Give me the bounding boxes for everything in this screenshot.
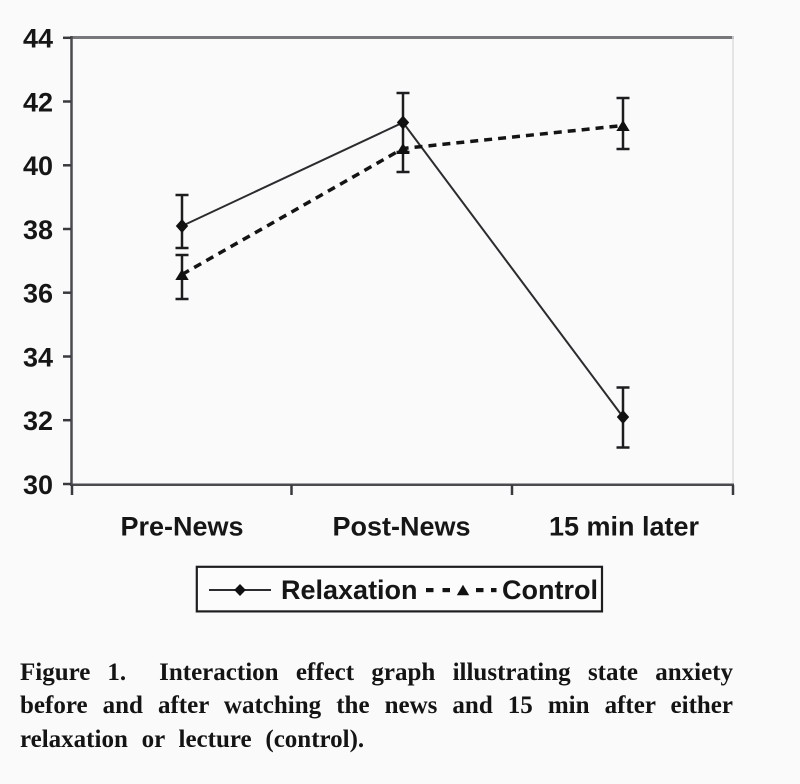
svg-text:30: 30 (23, 470, 53, 500)
svg-text:36: 36 (23, 279, 53, 309)
svg-text:Relaxation: Relaxation (281, 575, 418, 605)
svg-text:Pre-News: Pre-News (120, 512, 243, 542)
svg-text:34: 34 (23, 342, 53, 372)
svg-text:44: 44 (23, 24, 53, 54)
svg-text:Control: Control (502, 575, 598, 605)
svg-text:38: 38 (23, 215, 53, 245)
svg-text:40: 40 (23, 151, 53, 181)
svg-text:Post-News: Post-News (332, 512, 470, 542)
svg-text:32: 32 (23, 406, 53, 436)
svg-text:15 min later: 15 min later (549, 512, 700, 542)
svg-text:42: 42 (23, 87, 53, 117)
